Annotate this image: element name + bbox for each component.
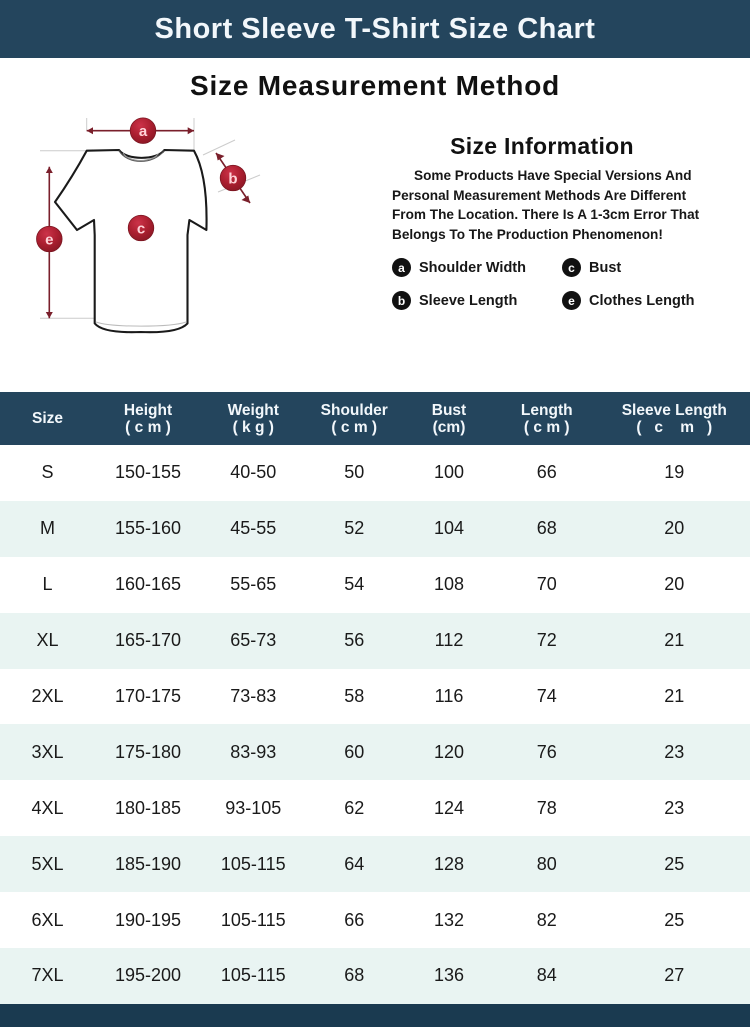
svg-text:c: c	[137, 220, 145, 237]
svg-text:a: a	[139, 123, 148, 140]
svg-text:e: e	[45, 231, 53, 248]
svg-text:b: b	[228, 170, 237, 187]
